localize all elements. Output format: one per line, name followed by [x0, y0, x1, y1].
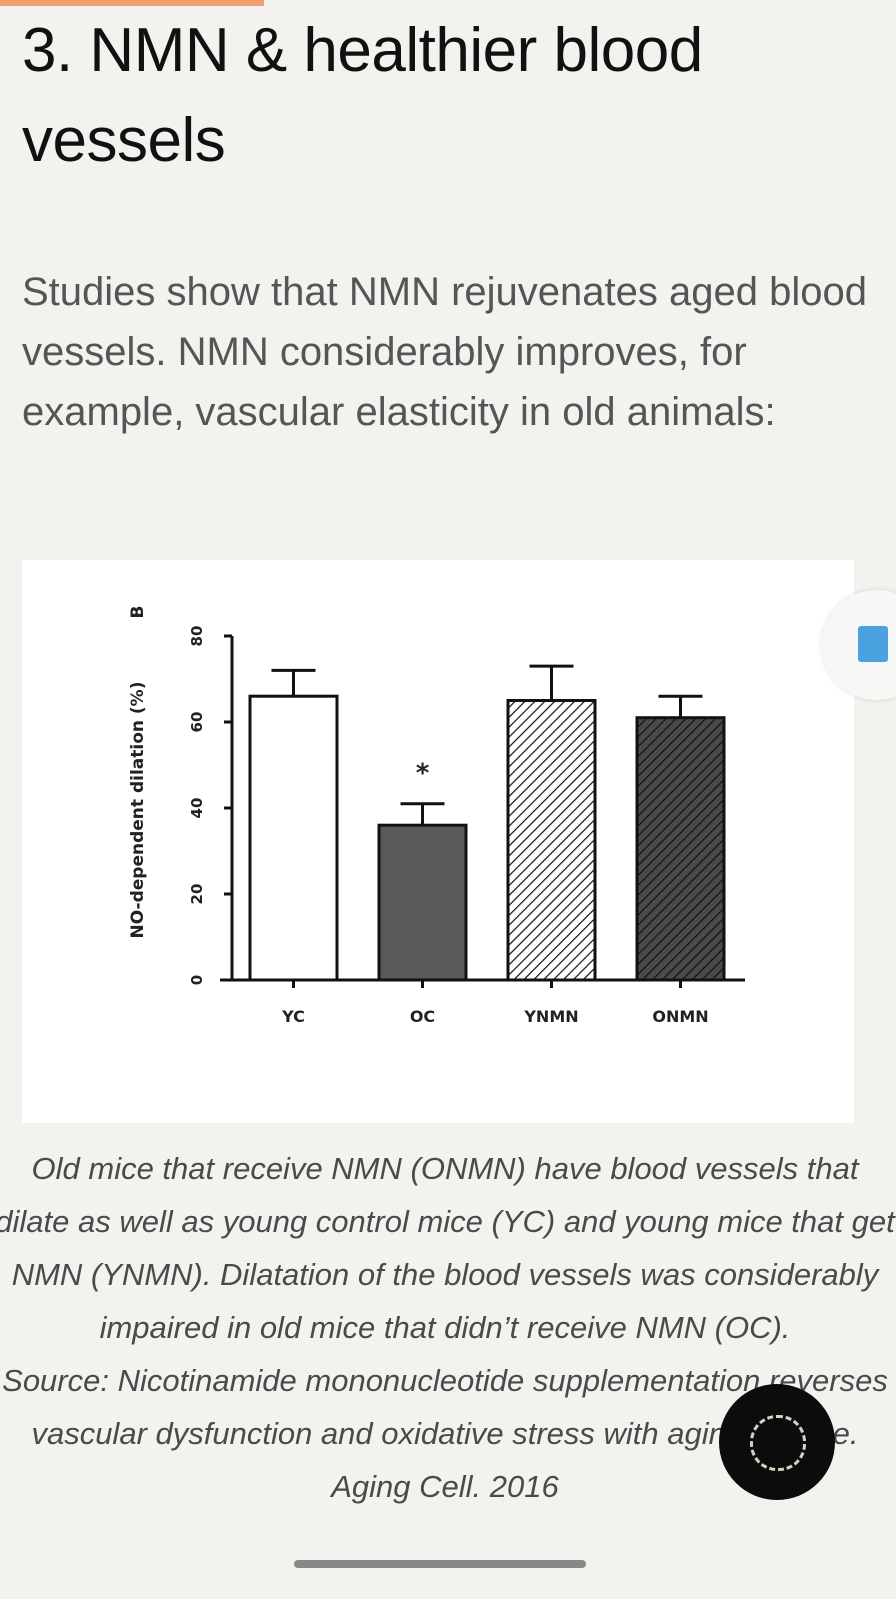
- y-tick-label: 40: [188, 798, 206, 819]
- caption-text: Old mice that receive NMN (ONMN) have bl…: [0, 1151, 895, 1345]
- floating-button-icon: [750, 1415, 806, 1471]
- caption: Old mice that receive NMN (ONMN) have bl…: [0, 1142, 896, 1542]
- y-tick-label: 60: [188, 712, 206, 733]
- paragraph: Studies show that NMN rejuvenates aged b…: [22, 270, 867, 434]
- annotation: *: [416, 759, 430, 789]
- heading: 3. NMN & healthier blood vessels: [22, 16, 703, 175]
- bar: [377, 823, 468, 982]
- x-tick-label: OC: [410, 1007, 435, 1026]
- reading-progress: [0, 0, 264, 6]
- x-tick-label: YC: [281, 1007, 305, 1026]
- y-tick-label: 80: [188, 626, 206, 647]
- y-axis-label: NO-dependent dilation (%): [128, 682, 148, 939]
- panel-label: B: [128, 606, 148, 619]
- bar: [248, 694, 339, 982]
- y-tick-label: 20: [188, 884, 206, 905]
- x-tick-label: ONMN: [652, 1007, 708, 1026]
- x-tick-label: YNMN: [523, 1007, 578, 1026]
- y-tick-label: 0: [188, 975, 206, 985]
- side-icon: [858, 626, 888, 662]
- bar-hatch: [509, 702, 594, 979]
- figure: B NO-dependent dilation (%) 0 20 40 60 80 YC O…: [22, 560, 854, 1123]
- floating-button[interactable]: [719, 1384, 835, 1500]
- home-indicator: [294, 1560, 586, 1568]
- bar-hatch: [638, 719, 723, 979]
- chart: B NO-dependent dilation (%) 0 20 40 60 80 YC O…: [128, 606, 745, 1026]
